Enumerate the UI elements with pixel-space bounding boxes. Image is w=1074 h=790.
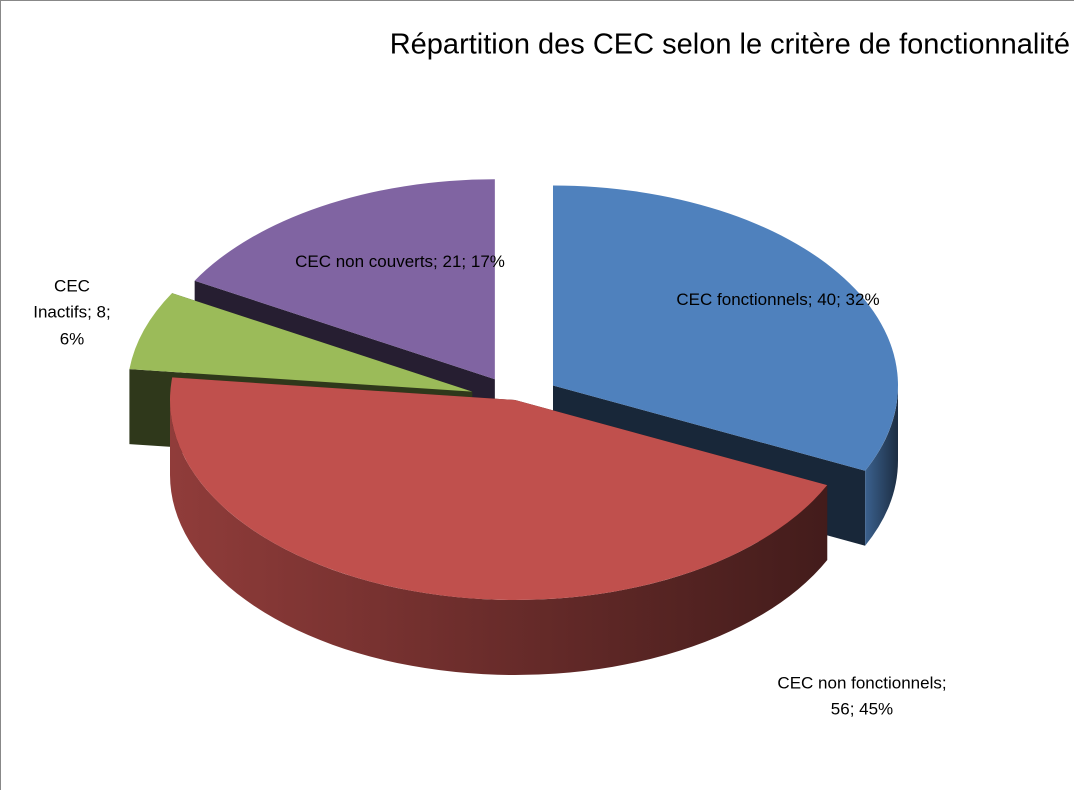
data-label: CEC non fonctionnels; 56; 45% [777, 673, 947, 719]
data-label: CEC Inactifs; 8; 6% [33, 276, 111, 349]
slice-wall [865, 385, 898, 546]
data-label: CEC non couverts; 21; 17% [295, 251, 505, 271]
data-label: CEC fonctionnels; 40; 32% [676, 289, 880, 309]
slice-top [170, 377, 828, 600]
slice-top [129, 293, 473, 392]
slice-top [552, 185, 898, 471]
chart-title: Répartition des CEC selon le critère de … [390, 29, 1070, 61]
slice-top [194, 179, 495, 380]
slice-wall [170, 400, 828, 675]
slice [170, 377, 828, 675]
pie [129, 179, 898, 675]
